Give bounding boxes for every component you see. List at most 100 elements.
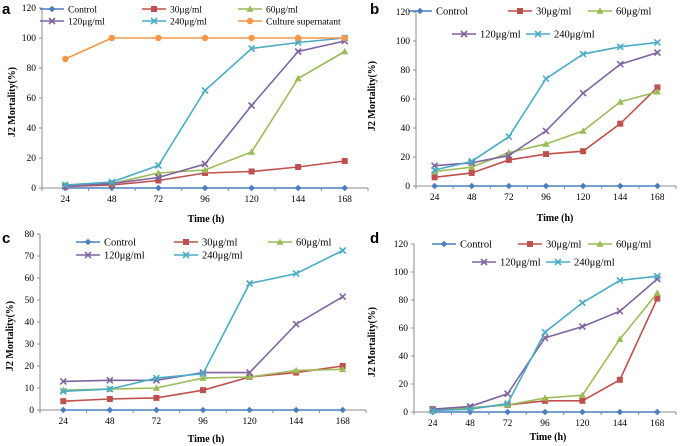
data-point (579, 182, 587, 190)
legend-label: Control (104, 238, 136, 249)
data-point (580, 148, 587, 155)
legend: Control 30μg/ml 60μg/ml 120μg/ml 240μg/ml (432, 240, 651, 269)
y-tick-label: 20 (25, 362, 35, 372)
data-point (59, 377, 67, 385)
y-tick-label: 20 (401, 153, 411, 163)
data-point (541, 328, 549, 336)
data-point (106, 385, 114, 393)
data-point (60, 398, 67, 405)
data-point (505, 151, 513, 160)
data-point (295, 164, 302, 170)
data-point (199, 406, 207, 414)
data-point (106, 396, 113, 402)
legend-label: Control (460, 240, 492, 251)
data-point (247, 148, 256, 155)
x-tick-label: 72 (503, 419, 513, 429)
legend-label: 60μg/ml (296, 238, 331, 249)
series-line (63, 365, 343, 402)
x-tick-label: 168 (650, 193, 665, 203)
data-point (431, 174, 438, 181)
data-point (504, 400, 512, 408)
legend-marker (440, 240, 448, 248)
data-point (579, 408, 586, 416)
data-point (201, 184, 209, 192)
data-point (153, 406, 160, 414)
x-tick-label: 48 (107, 195, 117, 205)
legend-label: 30μg/ml (170, 6, 202, 16)
series-30ug-ml (60, 363, 346, 405)
x-tick-label: 168 (336, 417, 351, 427)
data-point (199, 370, 207, 378)
series-30ug-ml (431, 84, 661, 181)
data-point (339, 406, 347, 414)
data-point (542, 75, 550, 83)
legend-label: 120μg/ml (68, 18, 105, 28)
legend: Control 30μg/ml 60μg/ml 120μg/ml 240μg/ml (76, 238, 331, 262)
data-point (154, 169, 163, 176)
data-point (248, 101, 256, 110)
series-line (434, 51, 658, 167)
data-point (505, 182, 513, 190)
legend-marker (48, 17, 56, 25)
y-tick-label: 120 (396, 8, 411, 18)
y-tick-label: 100 (396, 37, 411, 47)
data-point (292, 366, 300, 374)
data-point (294, 38, 302, 47)
data-point (339, 293, 347, 301)
data-point (61, 181, 69, 189)
y-tick-label: 10 (25, 384, 35, 394)
legend-marker (150, 17, 158, 25)
legend-item: 30μg/ml (174, 238, 237, 249)
data-point (154, 161, 162, 170)
x-tick-label: 72 (154, 195, 164, 205)
x-tick-label: 144 (291, 195, 306, 205)
data-point (579, 89, 587, 97)
data-point (504, 390, 512, 398)
y-tick-label: 120 (22, 4, 37, 14)
y-tick-label: 0 (403, 408, 408, 418)
series-control (429, 408, 661, 416)
data-point (153, 394, 160, 401)
data-point (653, 38, 661, 47)
x-tick-label: 120 (576, 193, 591, 203)
data-point (505, 156, 512, 163)
data-point (59, 387, 67, 395)
data-point (542, 127, 550, 135)
y-tick-label: 40 (27, 124, 37, 134)
series-control (431, 182, 661, 190)
x-axis-title: Time (h) (530, 432, 567, 443)
data-point (155, 177, 162, 184)
data-point (616, 276, 624, 284)
x-tick-label: 96 (540, 419, 550, 429)
data-point (202, 170, 208, 176)
series-line (432, 292, 658, 412)
y-tick-label: 70 (25, 252, 35, 262)
legend-label: 240μg/ml (170, 18, 207, 28)
data-point (248, 168, 255, 175)
legend-label: 30μg/ml (536, 7, 571, 18)
data-point (106, 406, 114, 414)
series-line (432, 278, 658, 410)
panel-letter: c (2, 230, 10, 247)
y-tick-label: 20 (27, 154, 37, 164)
legend-marker (84, 238, 92, 246)
data-point (62, 55, 69, 63)
data-point (155, 184, 162, 192)
panel-letter: b (370, 1, 379, 18)
x-tick-label: 48 (105, 417, 115, 427)
data-point (578, 323, 586, 331)
legend-marker (276, 238, 284, 245)
legend-label: 60μg/ml (266, 6, 298, 16)
legend-marker (596, 7, 604, 14)
y-tick-label: 60 (399, 324, 409, 334)
legend-marker (151, 6, 157, 12)
legend-item: 60μg/ml (268, 238, 331, 249)
x-tick-label: 168 (338, 195, 353, 205)
data-point (245, 373, 254, 380)
data-point (248, 34, 255, 42)
legend-marker (554, 258, 562, 266)
data-point (154, 173, 162, 182)
data-point (616, 182, 624, 190)
data-point (653, 272, 661, 280)
data-point (199, 374, 207, 381)
